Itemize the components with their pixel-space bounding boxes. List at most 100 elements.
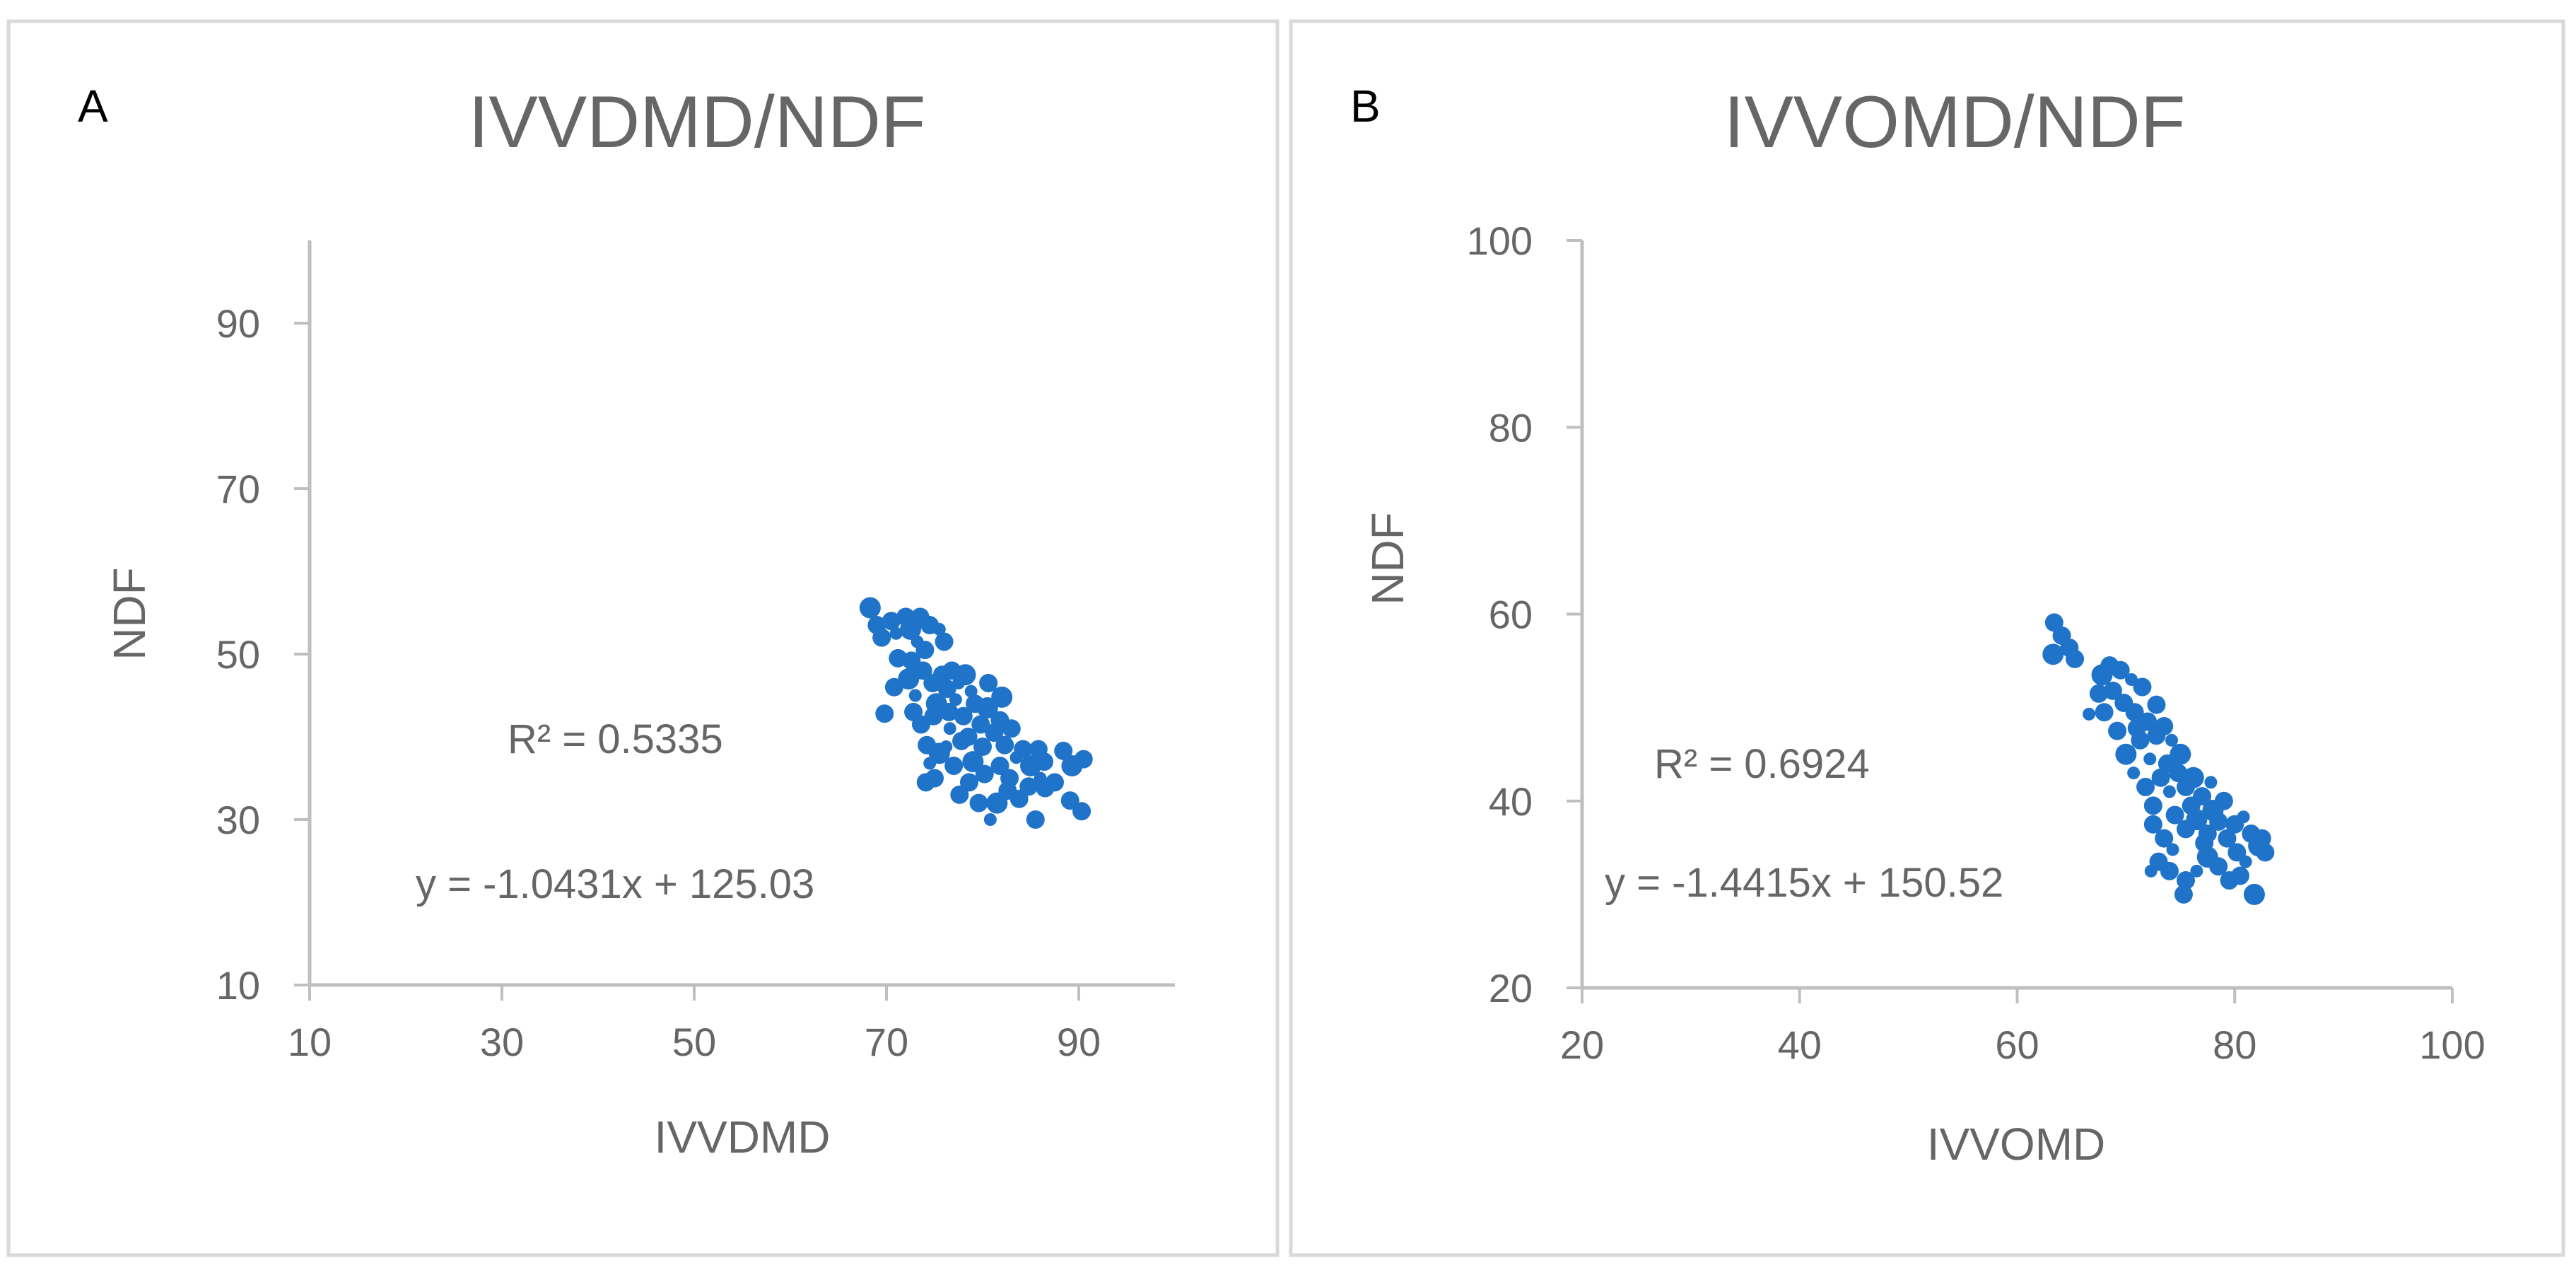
panel-b-data-point (2095, 703, 2114, 722)
panel-b-data-point (2162, 785, 2176, 798)
panel-b-data-point (2143, 796, 2162, 815)
panel-b-data-point (2214, 791, 2233, 810)
panel-a-data-point (924, 706, 943, 726)
panel-a-x-title: IVVDMD (655, 1112, 831, 1163)
chart-panel-a: A IVVDMD/NDF 10 30 50 70 90 10 30 50 70 90 IVVDM… (6, 19, 1280, 1257)
panel-a-label: A (78, 81, 108, 132)
panel-b-points (2042, 613, 2275, 905)
panel-a-data-point (971, 715, 990, 734)
panel-a-x-tick-label: 30 (480, 1020, 524, 1064)
panel-a-data-point (935, 632, 954, 651)
panel-b-data-point (2218, 829, 2237, 848)
panel-a-data-point (1046, 773, 1064, 792)
panel-b-label: B (1350, 81, 1381, 132)
panel-a-data-point (995, 735, 1014, 755)
panel-a-data-point (1002, 719, 1021, 738)
panel-a-r-squared: R² = 0.5335 (508, 716, 723, 762)
panel-b-data-point (2195, 834, 2214, 853)
panel-a-data-point (1026, 810, 1045, 829)
panel-b-x-tick-label: 80 (2213, 1023, 2256, 1067)
panel-b-data-point (2155, 717, 2174, 736)
panel-b-data-point (2182, 796, 2201, 815)
panel-a-data-point (1054, 741, 1073, 760)
panel-a-data-point (908, 689, 922, 702)
panel-b-data-point (2083, 707, 2096, 721)
panel-a-y-ticks: 10 30 50 70 90 (216, 301, 310, 1008)
panel-a-data-point (986, 792, 1008, 814)
panel-a-data-point (950, 785, 969, 804)
panel-a-data-point (1074, 750, 1093, 769)
panel-b-y-tick-label: 60 (1489, 593, 1533, 637)
panel-b-data-point (2066, 649, 2085, 668)
panel-b-data-point (2155, 829, 2174, 848)
panel-a-x-tick-label: 90 (1057, 1020, 1101, 1064)
panel-a-data-point (867, 616, 886, 635)
panel-a-points (859, 597, 1093, 829)
panel-a-data-point (898, 668, 920, 690)
panel-b-data-point (2252, 829, 2271, 848)
panel-b-frame (1289, 19, 2565, 1257)
panel-a-data-point (969, 793, 988, 812)
panel-a-data-point (991, 686, 1013, 708)
panel-a-data-point (943, 722, 956, 735)
panel-b-data-point (2042, 643, 2064, 665)
panel-b-data-point (2256, 843, 2275, 862)
panel-a-data-point (983, 813, 997, 826)
panel-b-data-point (2177, 871, 2196, 890)
panel-a-data-point (949, 693, 962, 706)
panel-a-data-point (932, 622, 946, 636)
panel-b-data-point (2127, 718, 2146, 738)
panel-b-data-point (2089, 684, 2108, 703)
panel-a-data-point (937, 680, 956, 699)
panel-b-x-ticks: 20 40 60 80 100 (1560, 988, 2486, 1067)
panel-b-y-title: NDF (1362, 512, 1413, 605)
panel-b-data-point (2237, 810, 2250, 824)
panel-b-y-tick-label: 20 (1489, 966, 1533, 1010)
panel-b-data-point (2125, 703, 2144, 722)
panel-a-frame (6, 19, 1280, 1257)
panel-b-data-point (2174, 885, 2193, 904)
panel-a-data-point (1060, 791, 1079, 810)
panel-b-title: IVVOMD/NDF (1724, 81, 2186, 163)
panel-a-data-point (944, 756, 964, 775)
panel-a-data-point (962, 751, 984, 773)
panel-b-data-point (2190, 864, 2203, 878)
panel-a-x-tick-label: 50 (672, 1020, 716, 1064)
panel-b-x-tick-label: 100 (2419, 1023, 2485, 1067)
panel-a-data-point (916, 773, 935, 792)
panel-b-data-point (2127, 767, 2141, 780)
panel-b-data-point (2143, 815, 2162, 834)
panel-a-x-tick-label: 10 (288, 1020, 332, 1064)
panel-b-data-point (2243, 883, 2265, 905)
panel-b-data-point (2147, 695, 2166, 714)
panel-b-y-tick-label: 100 (1467, 219, 1533, 263)
panel-b-data-point (2227, 843, 2247, 862)
panel-a-y-tick-label: 30 (216, 798, 260, 842)
panel-b-data-point (2151, 768, 2170, 787)
panel-a-data-point (902, 651, 921, 670)
panel-b-y-ticks: 20 40 60 80 100 (1467, 219, 1582, 1010)
chart-panel-b: B IVVOMD/NDF 20 40 60 80 100 20 40 60 80 100 IVV… (1289, 19, 2565, 1257)
panel-a-x-ticks: 10 30 50 70 90 (288, 985, 1101, 1064)
panel-b-data-point (2144, 864, 2158, 878)
panel-a-data-point (939, 740, 953, 754)
panel-a-data-point (976, 697, 998, 719)
panel-b-data-point (2115, 743, 2137, 765)
panel-b-x-tick-label: 40 (1778, 1023, 1822, 1067)
panel-a-data-point (1019, 777, 1038, 796)
panel-b-x-tick-label: 20 (1560, 1023, 1604, 1067)
panel-a-data-point (911, 635, 924, 648)
panel-a-data-point (1014, 740, 1033, 759)
panel-a-data-point (859, 597, 881, 619)
panel-a-data-point (973, 738, 992, 757)
panel-a-x-tick-label: 70 (865, 1020, 908, 1064)
panel-b-data-point (2230, 866, 2249, 885)
panel-a-data-point (975, 764, 994, 783)
panel-a-y-tick-label: 90 (216, 301, 260, 346)
panel-a-data-point (889, 627, 903, 640)
panel-b-data-point (2143, 752, 2157, 766)
panel-a-equation: y = -1.0431x + 125.03 (416, 861, 814, 907)
panel-a-data-point (1072, 802, 1091, 821)
panel-a-data-point (1000, 769, 1019, 788)
